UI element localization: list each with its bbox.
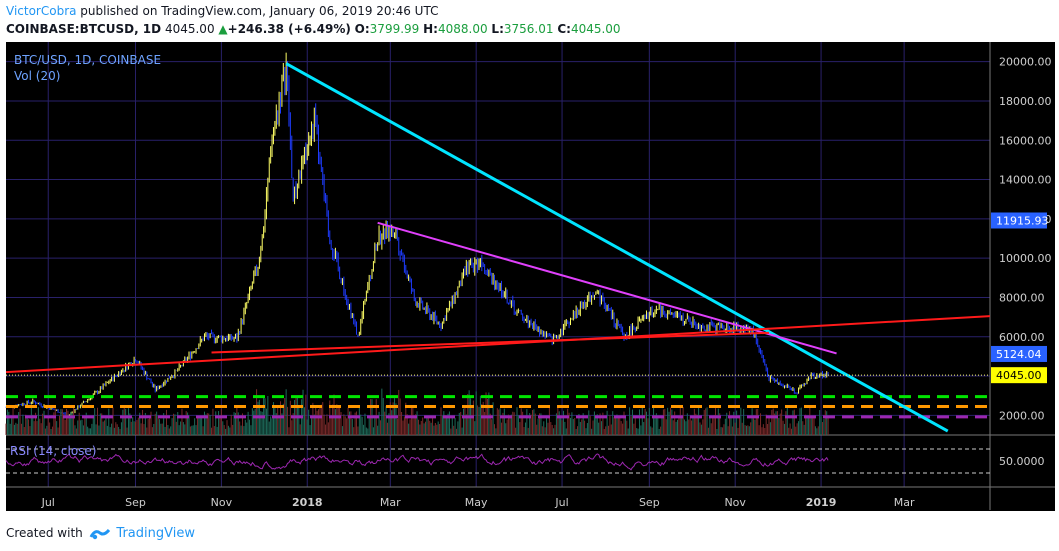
x-tick-label: Sep	[639, 496, 660, 509]
last-price: 4045.00	[164, 22, 215, 36]
y-tick-label: 2000.00	[999, 409, 1045, 422]
author-link[interactable]: VictorCobra	[6, 4, 77, 18]
open-value: 3799.99	[369, 22, 420, 36]
created-with-text: Created with	[6, 526, 83, 540]
open-label: O:	[354, 22, 370, 36]
high-label: H:	[423, 22, 438, 36]
symbol-label: COINBASE:BTCUSD, 1D	[6, 22, 162, 36]
y-tick-label: 10000.00	[999, 252, 1052, 265]
up-arrow-icon: ▲	[218, 22, 228, 36]
x-tick-label: Jul	[554, 496, 568, 509]
x-tick-label: Nov	[211, 496, 233, 509]
publish-line: VictorCobra published on TradingView.com…	[6, 4, 438, 18]
cyan-downtrend-trendline	[285, 62, 949, 433]
price-label-box	[991, 367, 1047, 384]
tradingview-brand[interactable]: TradingView	[116, 526, 195, 541]
price-change: +246.38 (+6.49%)	[227, 22, 351, 36]
x-tick-label: Nov	[724, 496, 746, 509]
published-text: published on TradingView.com, January 06…	[76, 4, 439, 18]
close-value: 4045.00	[570, 22, 621, 36]
price-label-text: 11915.93	[996, 215, 1049, 228]
y-tick-label: 6000.00	[999, 331, 1045, 344]
x-tick-label: Mar	[894, 496, 915, 509]
close-label: C:	[557, 22, 571, 36]
y-tick-label: 14000.00	[999, 174, 1052, 187]
x-tick-label: Sep	[125, 496, 146, 509]
red-rising-trendline	[5, 315, 991, 374]
y-tick-label: 18000.00	[999, 95, 1052, 108]
high-value: 4088.00	[437, 22, 488, 36]
price-label-text: 4045.00	[996, 369, 1042, 382]
rsi-line	[5, 453, 829, 471]
x-tick-label: 2018	[292, 496, 323, 509]
footer: Created with TradingView	[6, 526, 195, 541]
low-value: 3756.01	[503, 22, 554, 36]
x-tick-label: Mar	[380, 496, 401, 509]
tradingview-logo-icon	[89, 528, 110, 539]
y-tick-label: 16000.00	[999, 134, 1052, 147]
chart-background	[6, 42, 1055, 511]
price-label-box	[991, 345, 1047, 362]
x-tick-label: May	[465, 496, 488, 509]
volume-label: Vol (20)	[14, 69, 60, 83]
low-label: L:	[491, 22, 504, 36]
x-tick-label: 2019	[806, 496, 837, 509]
y-tick-label: 8000.00	[999, 291, 1045, 304]
symbol-info-line: COINBASE:BTCUSD, 1D 4045.00 ▲+246.38 (+6…	[6, 22, 621, 36]
magenta-downtrend-trendline	[377, 221, 837, 355]
red-horizontal-trendline	[211, 331, 770, 354]
price-label-box	[991, 212, 1047, 229]
rsi-level-label: 50.0000	[999, 455, 1045, 468]
x-tick-label: Jul	[41, 496, 55, 509]
y-tick-label: 20000.00	[999, 56, 1052, 69]
price-label-text: 5124.04	[996, 348, 1042, 361]
rsi-label: RSI (14, close)	[10, 444, 96, 458]
price-chart[interactable]: 2000.004000.006000.008000.0010000.001200…	[0, 42, 1059, 517]
chart-title: BTC/USD, 1D, COINBASE	[14, 53, 161, 67]
